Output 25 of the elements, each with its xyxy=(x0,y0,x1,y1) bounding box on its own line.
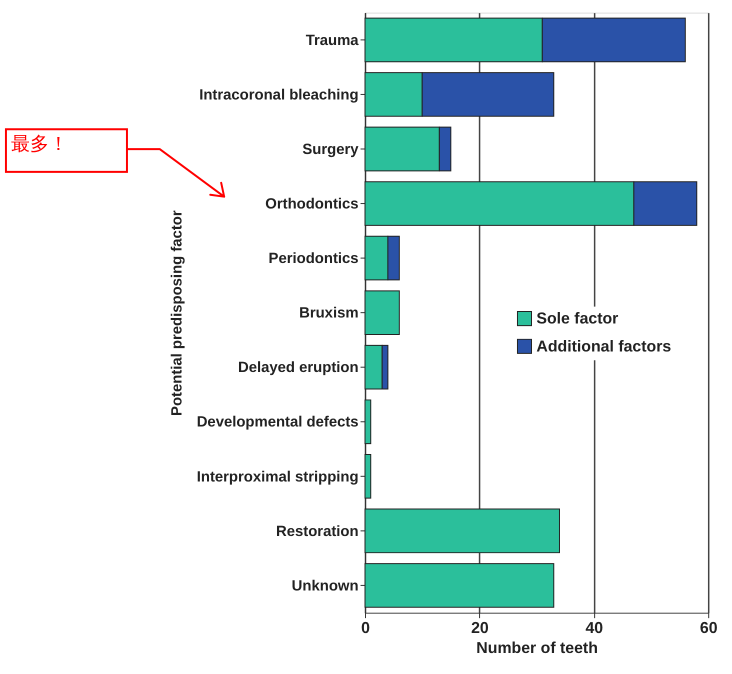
y-tick-label: Trauma xyxy=(306,32,360,49)
y-tick-label: Delayed eruption xyxy=(238,360,359,376)
y-tick-label: Intracoronal bleaching xyxy=(199,87,359,104)
y-tick-label: Restoration xyxy=(276,524,359,540)
x-tick-label: 0 xyxy=(361,620,370,638)
legend-label: Additional factors xyxy=(536,338,672,356)
y-tick-label: Periodontics xyxy=(268,251,359,268)
y-tick-label: Unknown xyxy=(292,578,359,594)
bar xyxy=(364,290,400,335)
y-tick-label: Orthodontics xyxy=(265,196,359,213)
y-tick-label: Developmental defects xyxy=(196,414,359,431)
x-tick-label: 60 xyxy=(700,620,718,638)
y-tick-label: Interproximal stripping xyxy=(196,469,359,486)
legend-label: Sole factor xyxy=(536,310,618,328)
x-axis-title: Number of teeth xyxy=(476,640,598,657)
bar xyxy=(364,399,372,444)
y-tick-label: Bruxism xyxy=(299,306,359,322)
x-tick-label: 40 xyxy=(585,620,604,638)
y-axis-title: Potential predisposing factor xyxy=(170,210,186,416)
bar xyxy=(364,454,372,499)
y-tick-label: Surgery xyxy=(302,142,360,158)
text: 最多！ xyxy=(10,134,68,156)
x-tick-label: 20 xyxy=(471,620,489,638)
bar xyxy=(364,508,560,554)
bar xyxy=(364,563,554,608)
